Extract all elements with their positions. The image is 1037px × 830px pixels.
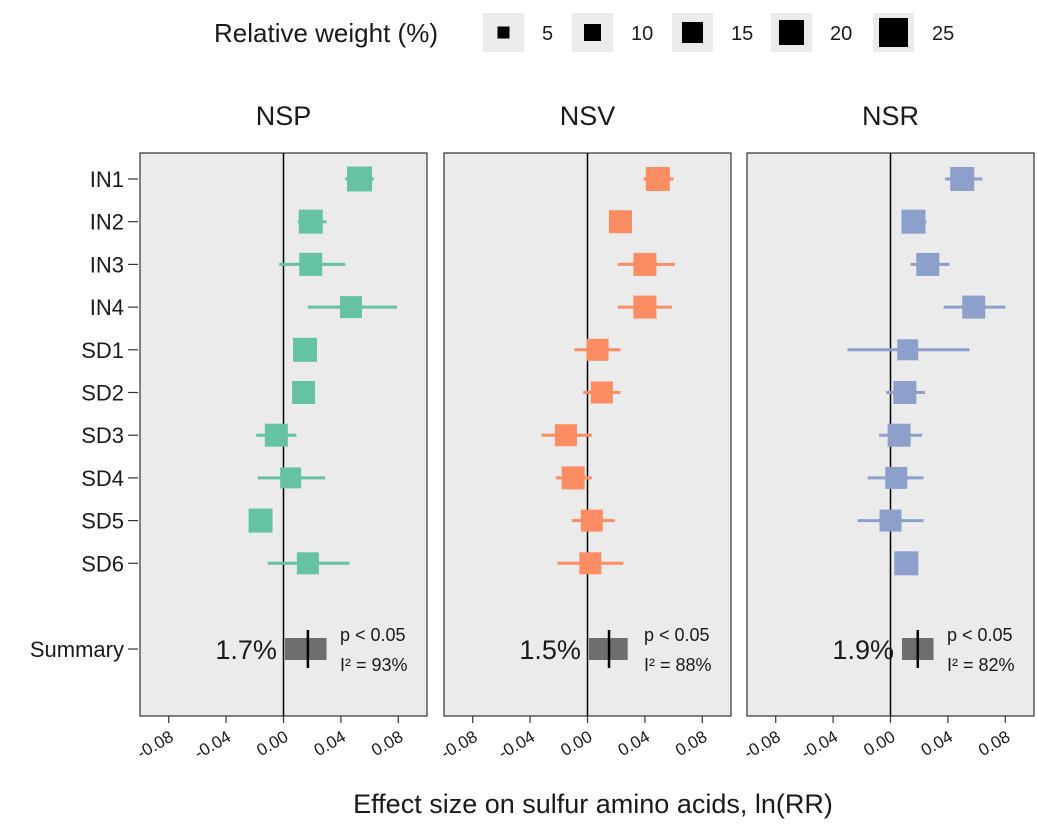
effect-square [586, 338, 609, 361]
panel-title: NSV [560, 101, 616, 131]
effect-square [879, 509, 902, 532]
effect-square [633, 252, 657, 276]
effect-square [554, 424, 577, 447]
y-tick-label: IN3 [90, 252, 124, 277]
y-tick-label: SD4 [81, 466, 124, 491]
effect-square [590, 381, 613, 404]
x-tick-label: 0.04 [311, 727, 349, 760]
panel-title: NSR [862, 101, 919, 131]
effect-square [280, 467, 302, 489]
effect-square [916, 252, 940, 276]
y-tick-label: SD6 [81, 551, 124, 576]
x-tick-label: -0.04 [495, 727, 538, 763]
summary-percent: 1.9% [832, 635, 894, 665]
summary-p-value: p < 0.05 [644, 625, 710, 645]
x-tick-label: -0.04 [191, 727, 234, 763]
effect-square [887, 423, 911, 447]
legend-key-square [779, 20, 804, 45]
y-tick-label: SD1 [81, 338, 124, 363]
y-tick-label: IN1 [90, 167, 124, 192]
summary-i2: I² = 88% [644, 655, 712, 675]
legend-key-square [682, 22, 703, 43]
effect-square [893, 381, 917, 404]
x-tick-label: 0.00 [557, 727, 595, 760]
x-tick-label: 0.08 [672, 727, 710, 760]
legend-label: 10 [631, 23, 653, 45]
effect-square [633, 295, 657, 319]
summary-percent: 1.7% [215, 635, 277, 665]
effect-square [293, 337, 318, 362]
summary-p-value: p < 0.05 [340, 625, 406, 645]
effect-square [885, 466, 908, 489]
legend-label: 5 [542, 23, 553, 45]
effect-square [292, 381, 316, 404]
effect-square [897, 339, 919, 361]
effect-square [579, 552, 602, 575]
effect-square [645, 167, 670, 191]
effect-square [298, 209, 323, 234]
y-tick-label: SD2 [81, 381, 124, 406]
legend-title: Relative weight (%) [214, 18, 438, 48]
effect-square [901, 209, 926, 234]
x-tick-label: 0.04 [918, 727, 956, 760]
effect-square [248, 508, 273, 533]
summary-box [284, 638, 327, 660]
x-tick-label: 0.04 [615, 727, 653, 760]
summary-p-value: p < 0.05 [947, 625, 1013, 645]
panel-title: NSP [256, 101, 312, 131]
summary-percent: 1.5% [519, 635, 581, 665]
summary-i2: I² = 82% [947, 655, 1015, 675]
effect-square [561, 466, 585, 490]
legend-key-square [879, 18, 908, 47]
effect-square [296, 552, 319, 575]
x-tick-label: -0.04 [798, 727, 841, 763]
x-axis-title: Effect size on sulfur amino acids, ln(RR… [353, 789, 833, 819]
y-tick-label: SD5 [81, 509, 124, 534]
legend-key-square [497, 26, 510, 39]
y-tick-label: IN4 [90, 295, 124, 320]
effect-square [264, 423, 288, 447]
effect-square [894, 551, 919, 576]
legend-label: 20 [830, 23, 852, 45]
y-tick-label: SD3 [81, 423, 124, 448]
y-tick-label-summary: Summary [30, 637, 124, 662]
effect-square [339, 296, 362, 319]
x-tick-label: -0.08 [134, 727, 177, 763]
effect-square [950, 167, 975, 191]
effect-square [299, 252, 323, 276]
x-tick-label: 0.00 [253, 727, 291, 760]
x-tick-label: 0.08 [975, 727, 1013, 760]
effect-square [580, 509, 603, 532]
y-tick-label: IN2 [90, 210, 124, 235]
x-tick-label: -0.08 [741, 727, 784, 763]
legend-label: 25 [932, 23, 954, 45]
summary-i2: I² = 93% [340, 655, 408, 675]
effect-square [962, 295, 986, 319]
x-tick-label: -0.08 [438, 727, 481, 763]
x-tick-label: 0.00 [860, 727, 898, 760]
effect-square [609, 210, 633, 234]
effect-square [347, 166, 373, 192]
legend-key-square [584, 24, 601, 41]
x-tick-label: 0.08 [368, 727, 406, 760]
legend-label: 15 [731, 23, 753, 45]
